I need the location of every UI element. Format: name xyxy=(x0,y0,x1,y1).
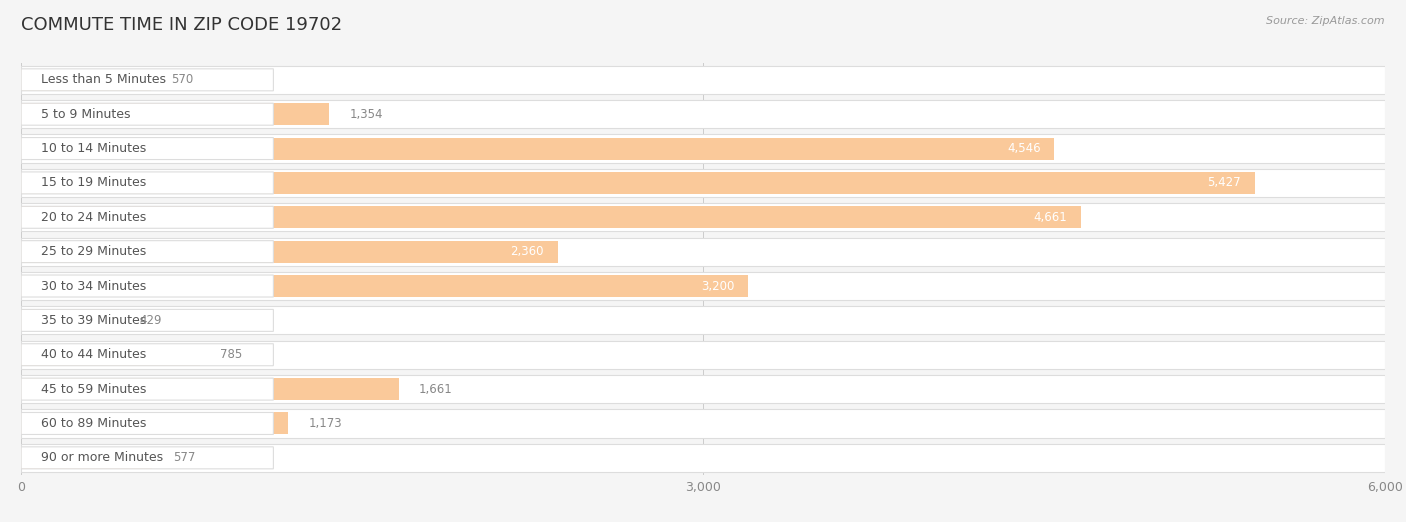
Text: 35 to 39 Minutes: 35 to 39 Minutes xyxy=(41,314,146,327)
FancyBboxPatch shape xyxy=(21,378,273,400)
Bar xyxy=(21,206,1081,228)
Text: 30 to 34 Minutes: 30 to 34 Minutes xyxy=(41,279,146,292)
Bar xyxy=(21,238,1385,266)
FancyBboxPatch shape xyxy=(21,241,273,263)
Bar xyxy=(21,378,399,400)
Text: 577: 577 xyxy=(173,452,195,465)
Text: 2,360: 2,360 xyxy=(510,245,544,258)
Bar xyxy=(21,138,1054,160)
Text: 40 to 44 Minutes: 40 to 44 Minutes xyxy=(41,348,146,361)
Bar xyxy=(21,344,200,366)
Bar xyxy=(21,275,748,297)
Text: 1,173: 1,173 xyxy=(308,417,342,430)
Bar xyxy=(21,375,1385,403)
Bar xyxy=(21,103,329,125)
Bar xyxy=(21,241,558,263)
Text: 3,200: 3,200 xyxy=(702,279,735,292)
Bar xyxy=(21,341,1385,369)
Bar xyxy=(21,447,152,469)
Bar xyxy=(21,66,1385,94)
FancyBboxPatch shape xyxy=(21,138,273,160)
Text: 5 to 9 Minutes: 5 to 9 Minutes xyxy=(41,108,131,121)
FancyBboxPatch shape xyxy=(21,344,273,366)
Text: 15 to 19 Minutes: 15 to 19 Minutes xyxy=(41,176,146,189)
Bar xyxy=(21,272,1385,300)
Bar xyxy=(21,172,1254,194)
Bar xyxy=(21,444,1385,472)
Bar xyxy=(21,203,1385,231)
FancyBboxPatch shape xyxy=(21,103,273,125)
Text: Less than 5 Minutes: Less than 5 Minutes xyxy=(41,73,166,86)
Text: 1,661: 1,661 xyxy=(419,383,453,396)
Bar xyxy=(21,100,1385,128)
Text: 570: 570 xyxy=(172,73,194,86)
FancyBboxPatch shape xyxy=(21,447,273,469)
Text: 60 to 89 Minutes: 60 to 89 Minutes xyxy=(41,417,146,430)
Bar xyxy=(21,412,288,434)
Text: 4,546: 4,546 xyxy=(1007,142,1040,155)
Text: Source: ZipAtlas.com: Source: ZipAtlas.com xyxy=(1267,16,1385,26)
Text: 45 to 59 Minutes: 45 to 59 Minutes xyxy=(41,383,146,396)
Text: 10 to 14 Minutes: 10 to 14 Minutes xyxy=(41,142,146,155)
Bar xyxy=(21,310,118,331)
Text: 4,661: 4,661 xyxy=(1033,211,1067,224)
Bar xyxy=(21,409,1385,437)
Text: 785: 785 xyxy=(219,348,242,361)
Bar xyxy=(21,69,150,91)
FancyBboxPatch shape xyxy=(21,310,273,331)
FancyBboxPatch shape xyxy=(21,412,273,434)
Text: 429: 429 xyxy=(139,314,162,327)
Bar xyxy=(21,135,1385,163)
Text: 90 or more Minutes: 90 or more Minutes xyxy=(41,452,163,465)
Text: 5,427: 5,427 xyxy=(1208,176,1241,189)
Bar xyxy=(21,306,1385,335)
Text: 25 to 29 Minutes: 25 to 29 Minutes xyxy=(41,245,146,258)
FancyBboxPatch shape xyxy=(21,206,273,228)
FancyBboxPatch shape xyxy=(21,69,273,91)
Text: 20 to 24 Minutes: 20 to 24 Minutes xyxy=(41,211,146,224)
Bar xyxy=(21,169,1385,197)
Text: 1,354: 1,354 xyxy=(349,108,382,121)
Text: COMMUTE TIME IN ZIP CODE 19702: COMMUTE TIME IN ZIP CODE 19702 xyxy=(21,16,342,33)
FancyBboxPatch shape xyxy=(21,172,273,194)
FancyBboxPatch shape xyxy=(21,275,273,297)
